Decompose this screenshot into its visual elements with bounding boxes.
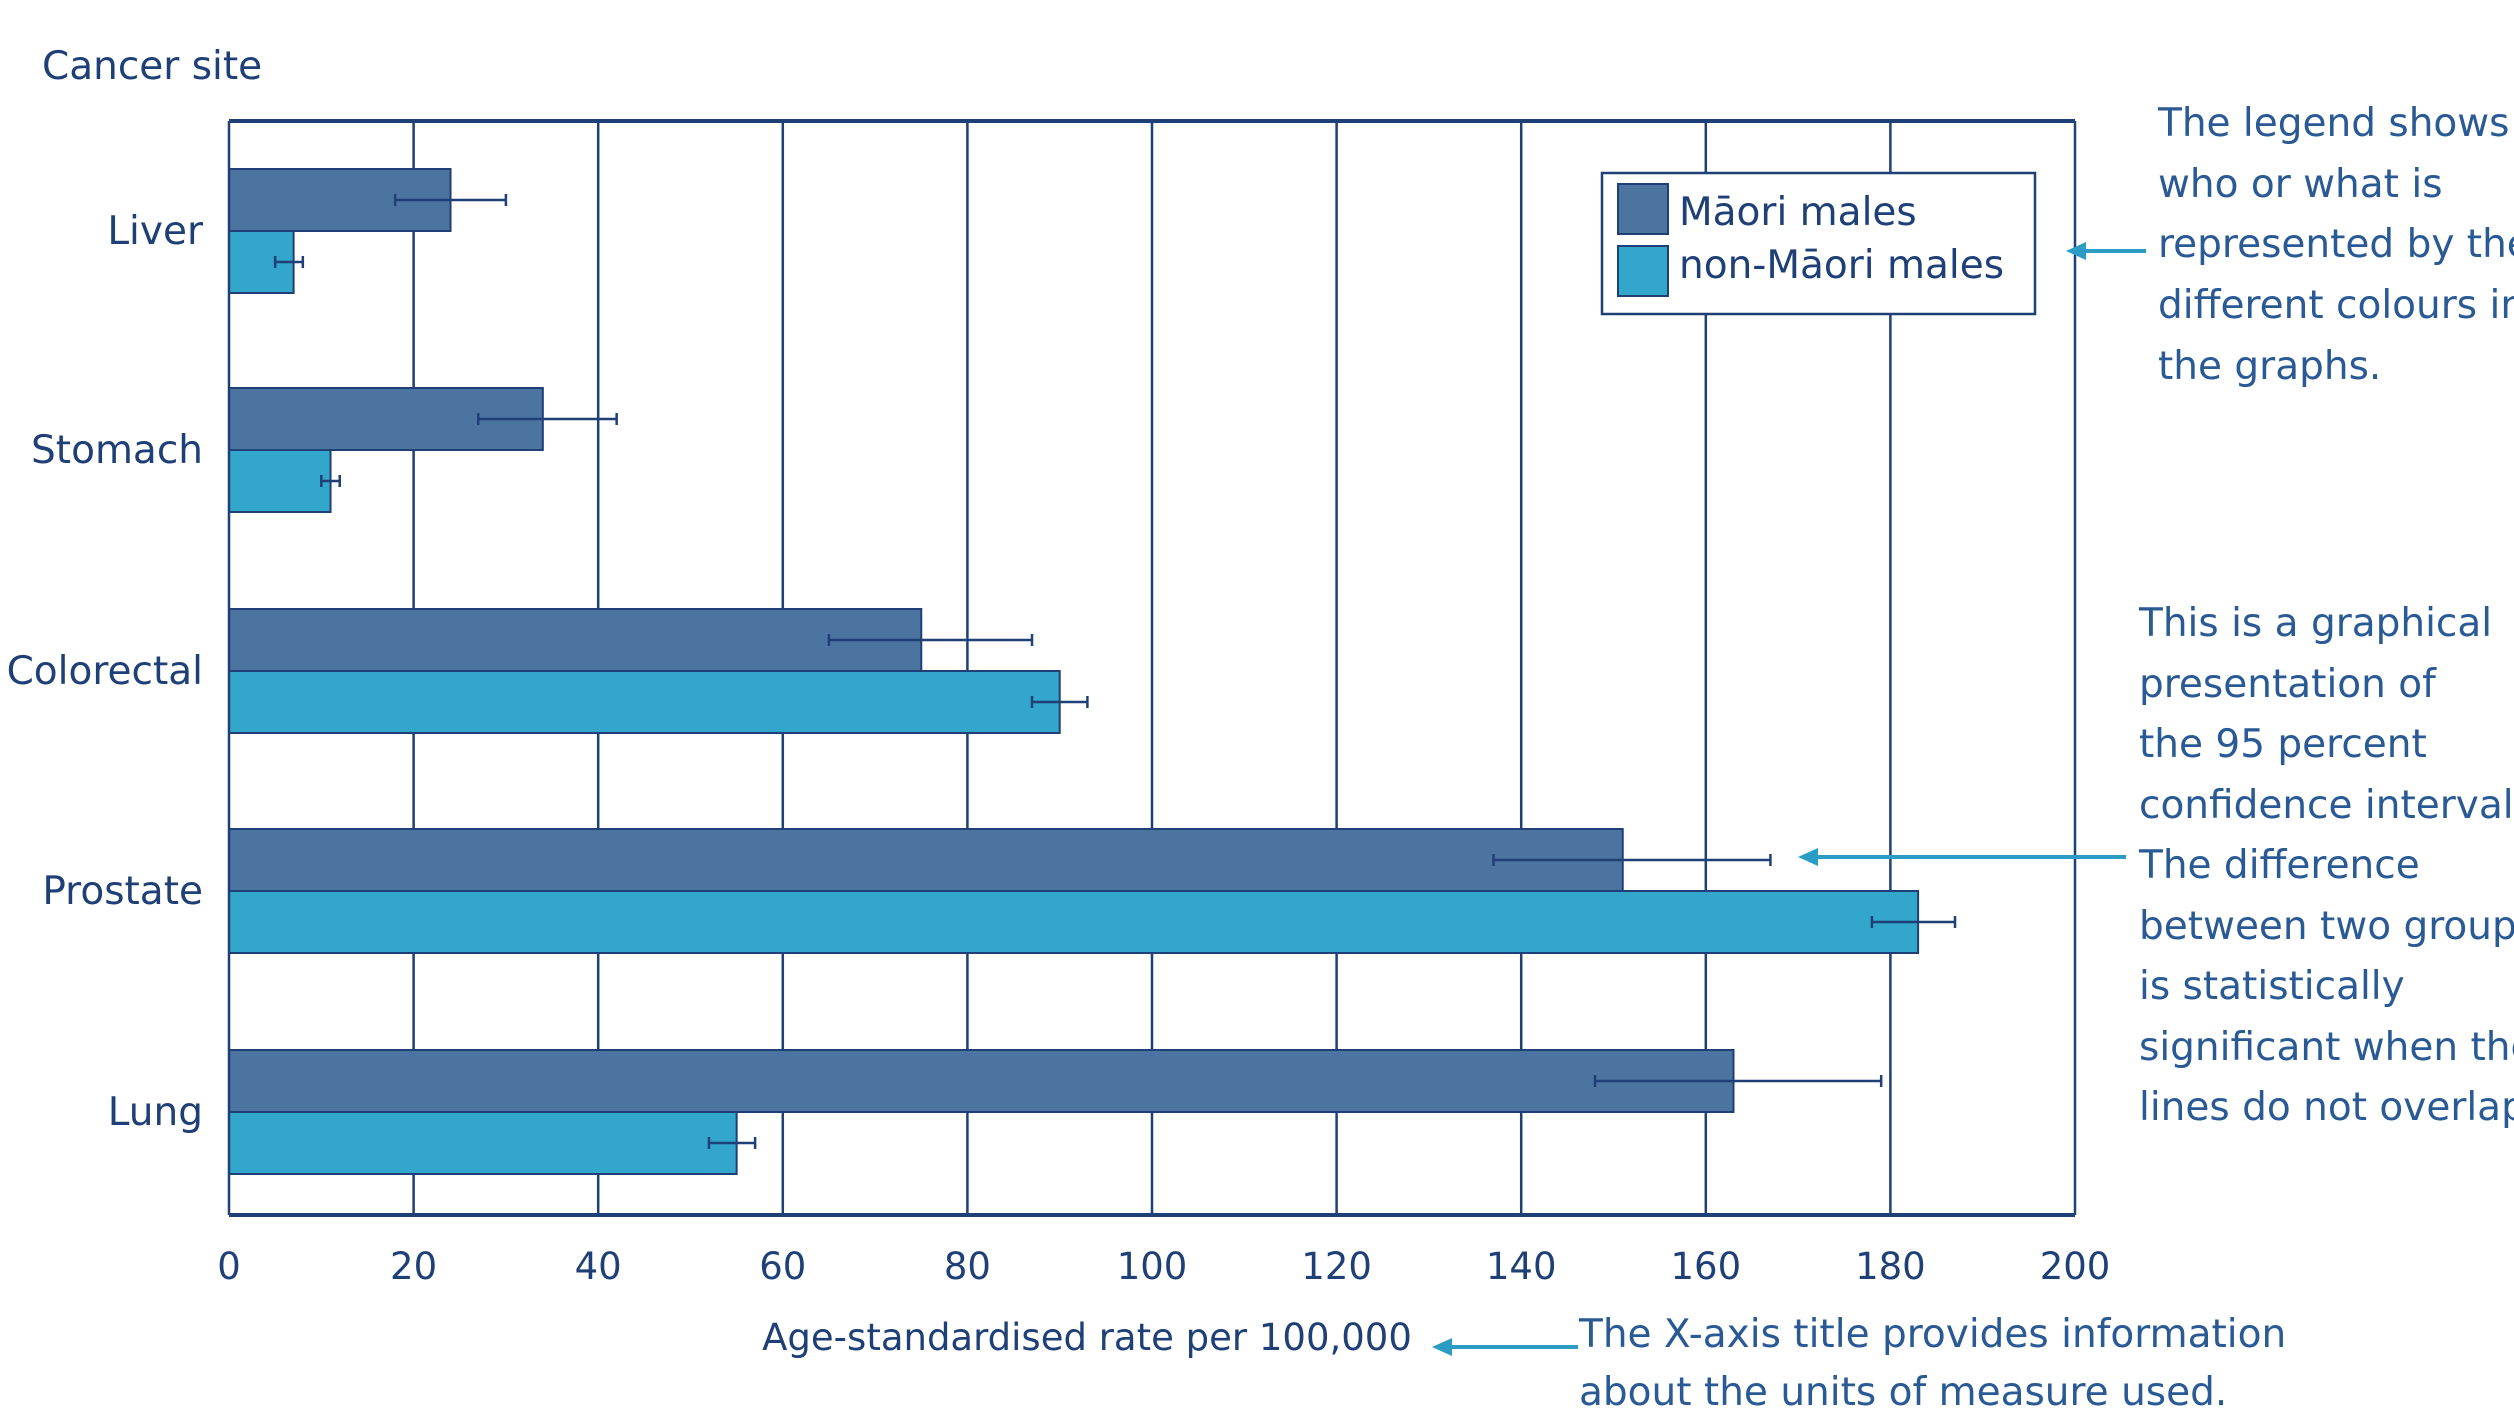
legend-label-non-maori: non-Māori males [1679,243,2004,288]
x-tick-label-140: 140 [1486,1245,1557,1288]
category-label-liver: Liver [107,209,204,254]
legend-annotation-line-2: who or what is [2158,162,2443,207]
legend-annotation-line-1: The legend shows [2157,101,2510,146]
annotation-arrows [1432,242,2146,1356]
y-axis-title: Cancer site [42,44,262,89]
legend-annotation-line-4: different colours in [2158,283,2514,328]
legend-arrow-head [2066,242,2086,260]
x-tick-label-0: 0 [217,1245,241,1288]
x-tick-label-20: 20 [390,1245,437,1288]
x-tick-label-200: 200 [2040,1245,2111,1288]
legend: Māori males non-Māori males [1600,171,2037,316]
category-label-stomach: Stomach [31,428,203,473]
category-label-colorectal: Colorectal [7,649,203,694]
legend-swatch-non-maori [1617,245,1669,297]
x-axis-title: Age-standardised rate per 100,000 [762,1316,1412,1359]
error-bars-group [273,194,1957,1149]
bar-lung-series-1 [228,1111,738,1175]
grid-lines [412,121,2077,1215]
bars-group [228,168,1920,1175]
ci-annotation-line-4: confidence interval. [2139,783,2514,828]
bar-prostate-series-1 [228,890,1920,954]
x-tick-label-160: 160 [1670,1245,1741,1288]
legend-box [1600,171,2037,316]
category-labels: Liver Stomach Colorectal Prostate Lung [7,209,204,1135]
x-tick-label-80: 80 [944,1245,991,1288]
ci-annotation: This is a graphical presentation of the … [2138,601,2514,1130]
ci-annotation-line-1: This is a graphical [2138,601,2492,646]
axis-annotation-line-1: The X-axis title provides information [1578,1312,2286,1357]
legend-label-maori: Māori males [1679,190,1917,235]
x-tick-label-180: 180 [1855,1245,1926,1288]
legend-annotation-line-5: the graphs. [2158,344,2381,389]
x-tick-label-60: 60 [759,1245,806,1288]
x-tick-label-40: 40 [575,1245,622,1288]
legend-annotation: The legend shows who or what is represen… [2157,101,2514,389]
ci-arrow-head [1798,848,1818,866]
ci-annotation-line-5: The difference [2138,843,2420,888]
ci-annotation-line-8: significant when the [2139,1025,2514,1070]
x-tick-labels: 0 20 40 60 80 100 120 140 160 180 200 [217,1245,2110,1288]
x-tick-label-100: 100 [1117,1245,1188,1288]
category-label-lung: Lung [108,1090,203,1135]
bar-stomach-series-1 [228,449,332,513]
bar-lung-series-0 [228,1049,1735,1113]
ci-annotation-line-3: the 95 percent [2139,722,2427,767]
bar-colorectal-series-0 [228,608,923,672]
x-tick-label-120: 120 [1301,1245,1372,1288]
axis-annotation-line-2: about the units of measure used. [1579,1370,2227,1412]
axis-title-arrow-head [1432,1338,1452,1356]
ci-annotation-line-7: is statistically [2139,964,2405,1009]
ci-annotation-line-2: presentation of [2139,662,2437,707]
ci-annotation-line-9: lines do not overlap. [2139,1085,2514,1130]
bar-colorectal-series-1 [228,670,1061,734]
axes [227,119,2075,1217]
bar-prostate-series-0 [228,828,1624,892]
category-label-prostate: Prostate [42,869,203,914]
legend-swatch-maori [1617,183,1669,235]
axis-annotation: The X-axis title provides information ab… [1578,1312,2286,1412]
legend-annotation-line-3: represented by the [2158,222,2514,267]
ci-annotation-line-6: between two groups [2139,904,2514,949]
